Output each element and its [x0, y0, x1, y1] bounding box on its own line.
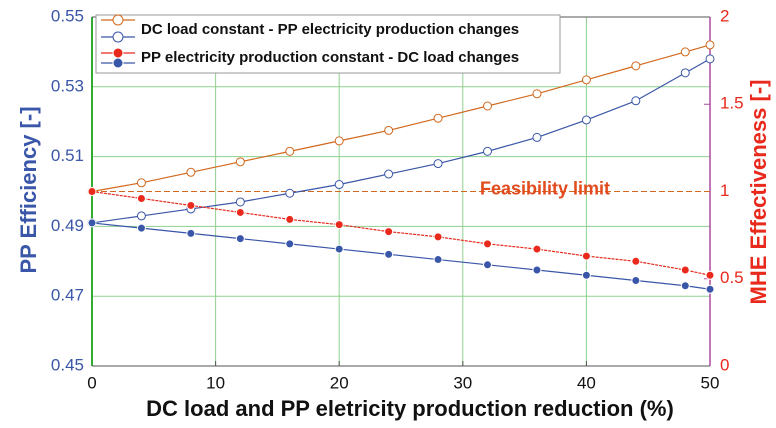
series-point: [285, 214, 295, 224]
x-tick-label: 0: [87, 373, 96, 392]
y-axis-label: PP Efficiency [-]: [16, 106, 41, 273]
series-point: [334, 220, 344, 230]
y-tick-label: 0.49: [51, 216, 84, 235]
series-point: [136, 178, 146, 188]
legend-marker: [112, 14, 124, 26]
x-tick-label: 10: [206, 373, 225, 392]
series-point: [433, 159, 443, 169]
series-point: [136, 193, 146, 203]
series-point: [680, 68, 690, 78]
series-point: [705, 54, 715, 64]
series-point: [186, 167, 196, 177]
y2-tick-label: 1: [720, 181, 729, 200]
series-point: [136, 211, 146, 221]
y2-tick-label: 0.5: [720, 268, 744, 287]
series-point: [581, 75, 591, 85]
y2-tick-label: 0: [720, 355, 729, 374]
series-point: [433, 232, 443, 242]
series-point: [334, 180, 344, 190]
series-point: [384, 249, 394, 259]
series-point: [235, 234, 245, 244]
series-point: [87, 187, 97, 196]
series-point: [334, 244, 344, 254]
series-point: [285, 188, 295, 198]
legend-box: [95, 14, 561, 74]
legend-marker: [112, 31, 124, 43]
feasibility-label: Feasibility limit: [480, 178, 610, 198]
x-axis-label: DC load and PP eletricity production red…: [146, 396, 674, 421]
series-point: [433, 255, 443, 265]
series-point: [186, 200, 196, 210]
series-point: [631, 256, 641, 266]
y2-axis-label: MHE Effectiveness [-]: [746, 80, 771, 305]
y-tick-label: 0.47: [51, 286, 84, 305]
series-point: [483, 146, 493, 156]
y-tick-label: 0.45: [51, 355, 84, 374]
series-point: [235, 197, 245, 207]
series-point: [483, 260, 493, 270]
series-line: [91, 222, 711, 290]
x-tick-label: 30: [453, 373, 472, 392]
series-point: [532, 89, 542, 99]
series-point: [532, 132, 542, 142]
x-tick-label: 20: [330, 373, 349, 392]
series-point: [384, 169, 394, 179]
series-point: [581, 270, 591, 280]
series-point: [532, 244, 542, 254]
legend-marker: [112, 57, 124, 69]
series-line: [91, 190, 711, 276]
series-point: [680, 265, 690, 275]
series-point: [186, 228, 196, 238]
y2-tick-label: 1.5: [720, 94, 744, 113]
series-point: [631, 61, 641, 71]
x-tick-label: 50: [701, 373, 720, 392]
series-point: [285, 146, 295, 156]
series-point: [532, 265, 542, 275]
legend: DC load constant - PP electricity produc…: [95, 14, 561, 74]
series-point: [680, 281, 690, 291]
series-point: [384, 227, 394, 237]
series-point: [705, 270, 715, 280]
series-point: [581, 251, 591, 261]
series-point: [285, 239, 295, 249]
series-point: [581, 115, 591, 125]
x-tick-label: 40: [577, 373, 596, 392]
series-point: [680, 47, 690, 57]
series-line: [91, 58, 711, 224]
series-point: [384, 125, 394, 135]
series-line: [91, 44, 711, 193]
series-point: [705, 284, 715, 294]
series-point: [235, 207, 245, 217]
series-point: [483, 239, 493, 249]
series-point: [705, 40, 715, 50]
series-point: [631, 96, 641, 106]
y-tick-label: 0.51: [51, 146, 84, 165]
legend-marker: [112, 47, 124, 59]
series-point: [631, 275, 641, 285]
legend-label: DC load constant - PP electricity produc…: [141, 21, 519, 38]
series-point: [334, 136, 344, 146]
y-tick-label: 0.53: [51, 76, 84, 95]
series-point: [433, 113, 443, 123]
series-point: [483, 101, 493, 111]
series-point: [136, 223, 146, 233]
series-point: [235, 157, 245, 167]
series-point: [87, 218, 97, 228]
legend-label: PP electricity production constant - DC …: [141, 49, 519, 66]
y-tick-label: 0.55: [51, 6, 84, 25]
y2-tick-label: 2: [720, 6, 729, 25]
